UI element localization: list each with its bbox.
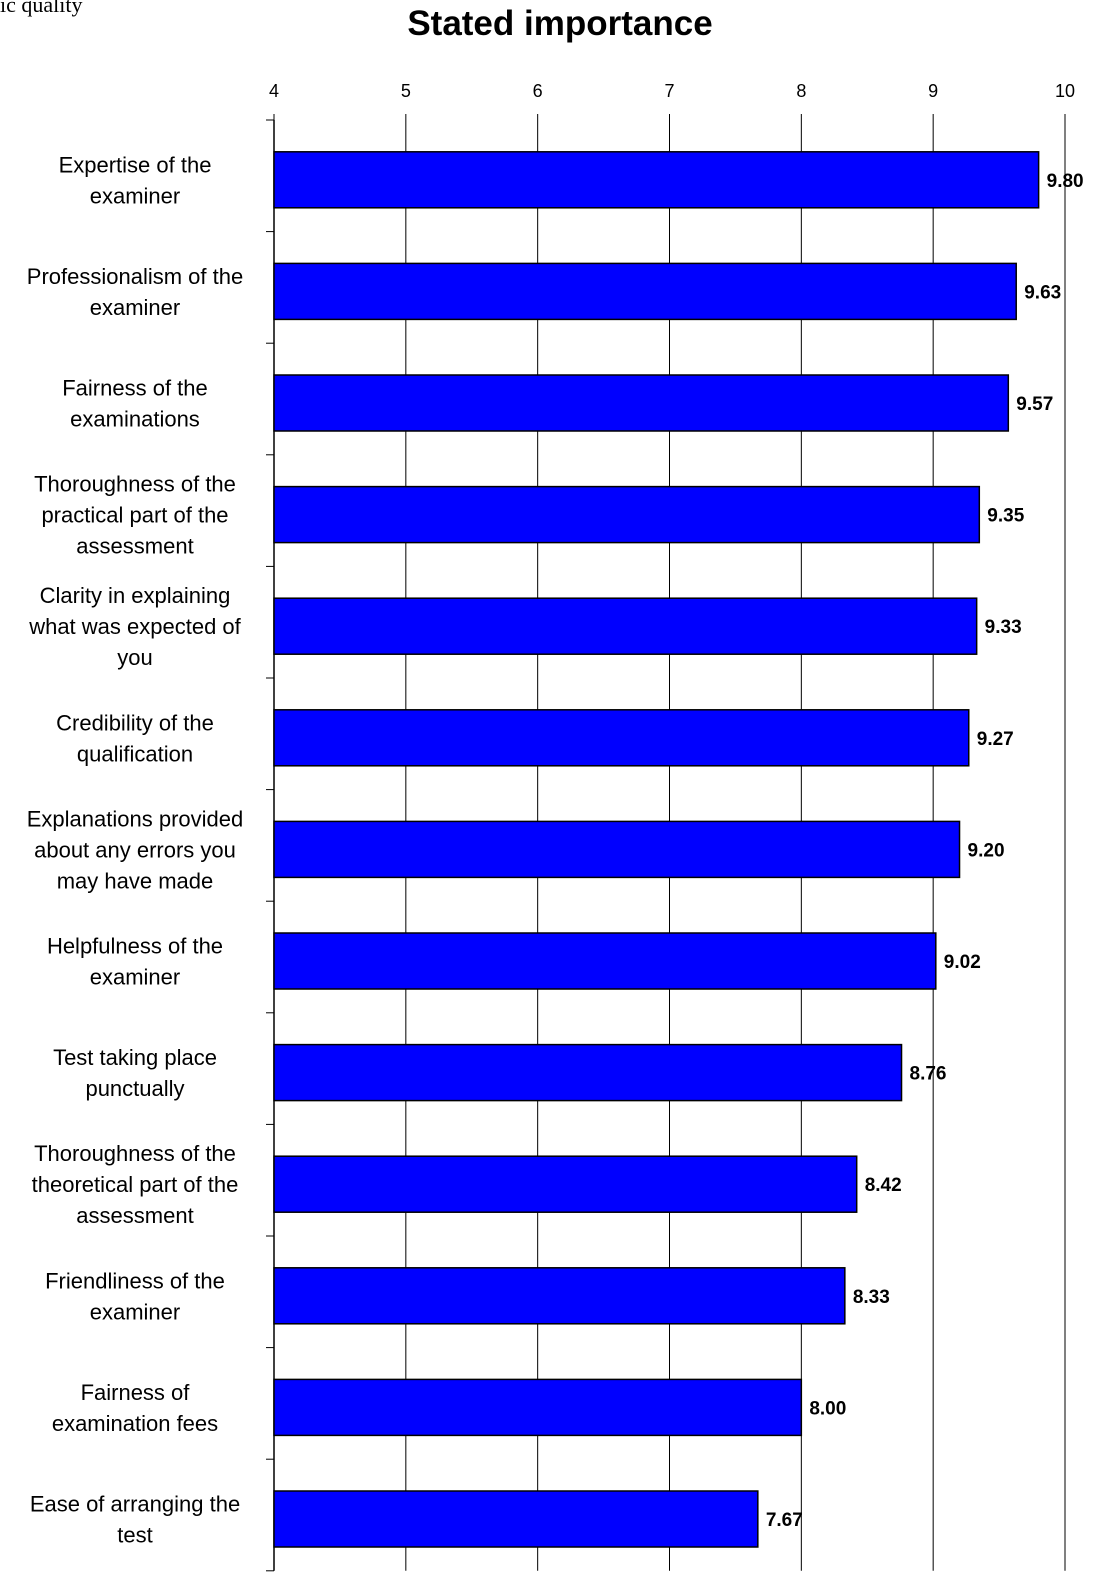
category-label: assessment — [76, 534, 193, 559]
x-tick-label: 8 — [796, 81, 806, 101]
bar-value-label: 9.63 — [1024, 282, 1061, 303]
bar-value-label: 8.76 — [910, 1064, 947, 1085]
bar — [273, 1043, 903, 1102]
category-label: Credibility of the — [56, 710, 214, 735]
chart-title: Stated importance — [407, 4, 712, 43]
category-label: examination fees — [52, 1411, 218, 1436]
bar — [273, 374, 1010, 432]
category-label: test — [117, 1523, 152, 1548]
bar-value-label: 9.02 — [944, 952, 981, 973]
category-label: practical part of the — [41, 503, 228, 528]
bar — [273, 932, 937, 990]
bar — [273, 709, 970, 767]
bars — [273, 151, 1040, 1548]
category-label: examiner — [90, 1299, 180, 1324]
bar — [273, 1155, 858, 1213]
category-label: Thoroughness of the — [34, 1141, 236, 1166]
bar — [273, 820, 961, 879]
bar — [273, 1267, 846, 1325]
bar-value-label: 9.57 — [1016, 394, 1053, 415]
category-label: what was expected of — [28, 614, 241, 639]
bar-value-label: 9.20 — [968, 840, 1005, 861]
category-label: about any errors you — [34, 837, 236, 862]
category-label: Professionalism of the — [27, 264, 243, 289]
bar-value-label: 9.33 — [985, 617, 1022, 638]
x-tick-label: 10 — [1055, 81, 1075, 101]
bar — [273, 597, 978, 655]
category-label: punctually — [85, 1076, 184, 1101]
bar — [273, 151, 1040, 209]
x-tick-label: 5 — [401, 81, 411, 101]
category-label: theoretical part of the — [32, 1172, 239, 1197]
category-label: Friendliness of the — [45, 1268, 225, 1293]
category-label: examinations — [70, 407, 200, 432]
category-label: Helpfulness of the — [47, 934, 223, 959]
category-label: Test taking place — [53, 1045, 217, 1070]
x-tick-label: 9 — [928, 81, 938, 101]
category-label: Thoroughness of the — [34, 472, 236, 497]
cropped-text-fragment: ic quality — [0, 0, 83, 17]
category-label: Fairness of — [81, 1380, 191, 1405]
category-label: examiner — [90, 965, 180, 990]
x-tick-label: 6 — [533, 81, 543, 101]
bar-value-label: 9.27 — [977, 729, 1014, 750]
category-label: Clarity in explaining — [40, 583, 231, 608]
category-label: Explanations provided — [27, 806, 243, 831]
labels: 4 5 6 7 8 9 10 9.80 Expertise of the examiner 9.63… — [27, 81, 1084, 1548]
bar-value-label: 9.35 — [987, 506, 1024, 527]
bar-value-label: 7.67 — [766, 1510, 803, 1531]
category-label: qualification — [77, 741, 193, 766]
category-label: Expertise of the — [59, 152, 212, 177]
x-tick-label: 7 — [664, 81, 674, 101]
category-label: Fairness of the — [62, 376, 208, 401]
category-label: Ease of arranging the — [30, 1492, 240, 1517]
x-tick-label: 4 — [269, 81, 279, 101]
bar — [273, 485, 981, 544]
bar-value-label: 8.33 — [853, 1287, 890, 1308]
bar — [273, 1378, 803, 1437]
bar — [273, 262, 1017, 321]
category-label: examiner — [90, 183, 180, 208]
bar — [273, 1490, 759, 1548]
category-label: you — [117, 645, 152, 670]
bar-value-label: 8.42 — [865, 1175, 902, 1196]
bar-value-label: 9.80 — [1047, 171, 1084, 192]
category-label: may have made — [57, 868, 214, 893]
bar-value-label: 8.00 — [809, 1398, 846, 1419]
category-label: examiner — [90, 295, 180, 320]
category-label: assessment — [76, 1203, 193, 1228]
